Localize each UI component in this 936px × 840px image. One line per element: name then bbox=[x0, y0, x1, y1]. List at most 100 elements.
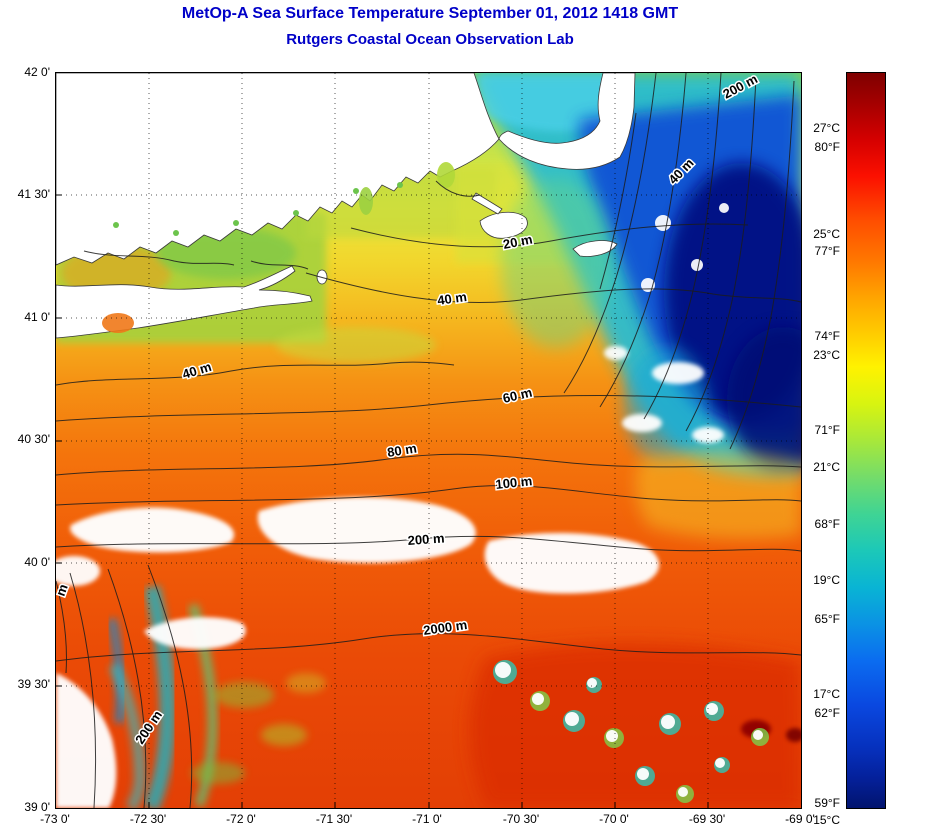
x-axis-label: -72 30' bbox=[129, 812, 167, 826]
contour-line bbox=[563, 73, 657, 394]
sst-map-plot: 200 m 40 m 20 m 40 m 40 m 60 m 80 m 100 … bbox=[55, 72, 802, 809]
y-axis-label: 39 30' bbox=[17, 677, 50, 691]
contour-line bbox=[69, 572, 97, 808]
cold-navy-core bbox=[727, 327, 801, 471]
contour-line-20m bbox=[350, 223, 749, 248]
cloud-speck bbox=[719, 203, 729, 213]
colorbar-label: 23°C bbox=[813, 348, 840, 362]
dark-red-spot bbox=[786, 728, 801, 742]
cloud-speck bbox=[637, 768, 649, 780]
graticule bbox=[56, 73, 801, 808]
mainland-new-england bbox=[56, 73, 500, 266]
contour-line bbox=[107, 568, 147, 808]
nantucket bbox=[572, 240, 618, 257]
x-axis-label: -70 30' bbox=[502, 812, 540, 826]
contour-line-40m bbox=[305, 272, 801, 304]
cloud-speck bbox=[606, 730, 618, 742]
cloud-speck bbox=[532, 693, 544, 705]
cyan-fringe bbox=[108, 662, 147, 808]
green-mottle bbox=[286, 673, 326, 693]
x-axis-label: -71 0' bbox=[412, 812, 442, 826]
colorbar-label: 77°F bbox=[814, 244, 840, 258]
green-mottle bbox=[261, 724, 307, 746]
warm-bay-patch bbox=[102, 313, 134, 333]
colorbar-label: 25°C bbox=[813, 227, 840, 241]
contour-line bbox=[729, 80, 795, 450]
colorbar-label: 15°C bbox=[813, 813, 840, 827]
colorbar-label: 21°C bbox=[813, 460, 840, 474]
green-mottle bbox=[191, 762, 245, 784]
contour-line-200m bbox=[56, 535, 801, 552]
contour-line bbox=[643, 73, 722, 420]
cloud-band bbox=[56, 673, 117, 808]
page-subtitle: Rutgers Coastal Ocean Observation Lab bbox=[286, 31, 574, 48]
x-axis-label: -69 0' bbox=[785, 812, 815, 826]
contour-line-60m bbox=[56, 395, 801, 422]
coastal-pixel bbox=[293, 210, 299, 216]
warm-south-region bbox=[469, 643, 801, 808]
y-axis-label: 40 30' bbox=[17, 432, 50, 446]
colorbar-label: 71°F bbox=[814, 423, 840, 437]
coastal-pixel bbox=[173, 230, 179, 236]
cloud-speck bbox=[678, 787, 688, 797]
coastal-pixel bbox=[397, 182, 403, 188]
cloud-speck bbox=[622, 414, 662, 432]
x-axis-label: -71 30' bbox=[315, 812, 353, 826]
narragansett-bay bbox=[359, 187, 373, 215]
cape-cod-bay-water bbox=[476, 73, 616, 132]
upwelling-streaks bbox=[107, 585, 326, 808]
contour-line bbox=[685, 76, 757, 432]
y-axis-label: 42 0' bbox=[24, 65, 50, 79]
elizabeth-islands bbox=[471, 192, 503, 215]
colorbar-label: 68°F bbox=[814, 517, 840, 531]
contour-line bbox=[83, 250, 235, 266]
contour-line-100m bbox=[56, 485, 801, 506]
li-south-shore-water bbox=[276, 327, 436, 363]
cloud-patch bbox=[144, 617, 246, 650]
contour-line-80m bbox=[56, 453, 801, 476]
cloud-speck bbox=[753, 730, 763, 740]
colorbar-gradient bbox=[846, 72, 886, 809]
contour-line-40m bbox=[56, 361, 455, 386]
coastal-pixel bbox=[353, 188, 359, 194]
colorbar-label: 17°C bbox=[813, 687, 840, 701]
cloud-speck bbox=[692, 427, 724, 443]
coastal-pixel bbox=[113, 222, 119, 228]
contour-label: 20 m bbox=[502, 232, 534, 252]
axis-ticks bbox=[56, 194, 709, 808]
depth-contours bbox=[56, 73, 801, 808]
colorbar-label: 62°F bbox=[814, 706, 840, 720]
southern-cloud-specks bbox=[493, 660, 769, 803]
y-axis-label: 41 30' bbox=[17, 187, 50, 201]
coastal-pixel bbox=[233, 220, 239, 226]
colorbar-label: 65°F bbox=[814, 612, 840, 626]
cloud-speck bbox=[652, 362, 704, 384]
colorbar-label: 59°F bbox=[814, 796, 840, 810]
cloud-speck bbox=[587, 678, 597, 688]
cloud-speck bbox=[715, 758, 725, 768]
cloud-speck bbox=[661, 715, 675, 729]
contour-line-2000m bbox=[56, 633, 801, 662]
cape-cod bbox=[498, 73, 636, 170]
contour-line bbox=[250, 260, 309, 270]
cloud-patch bbox=[257, 497, 476, 563]
buzzards-bay bbox=[437, 162, 455, 188]
contour-label: 80 m bbox=[386, 441, 418, 460]
cloud-speck bbox=[655, 215, 671, 231]
x-axis-label: -69 30' bbox=[688, 812, 726, 826]
colorbar-label: 19°C bbox=[813, 573, 840, 587]
x-axis-label: -70 0' bbox=[599, 812, 629, 826]
yellow-mid-right-patch bbox=[635, 451, 801, 540]
colorbar-label: 27°C bbox=[813, 121, 840, 135]
map-svg: 200 m 40 m 20 m 40 m 40 m 60 m 80 m 100 … bbox=[56, 73, 801, 808]
green-mottle bbox=[214, 682, 274, 708]
contour-label: 200 m bbox=[407, 530, 445, 548]
cloud-speck bbox=[691, 259, 703, 271]
cloud-speck bbox=[565, 712, 579, 726]
contour-label: 40 m bbox=[436, 289, 467, 308]
contour-label: 100 m bbox=[495, 473, 533, 492]
contour-line bbox=[56, 580, 67, 674]
green-transition-zone bbox=[501, 178, 611, 348]
x-axis-label: -73 0' bbox=[40, 812, 70, 826]
